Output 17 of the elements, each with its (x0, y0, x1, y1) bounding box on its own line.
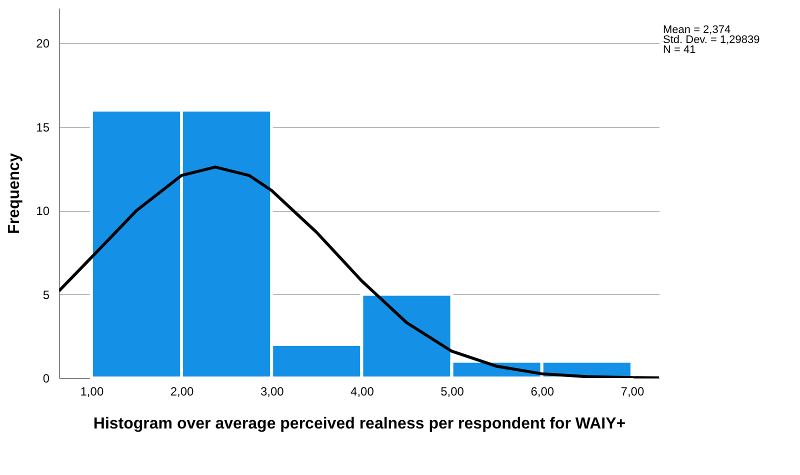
x-tick-label: 6,00 (530, 384, 554, 398)
x-tick-label: 2,00 (170, 384, 194, 398)
y-tick-label: 15 (36, 120, 50, 134)
x-tick-label: 4,00 (350, 384, 374, 398)
y-tick-label: 20 (36, 36, 50, 51)
text: Mean = 2,374 (663, 24, 731, 36)
y-tick-label: 10 (36, 204, 50, 218)
x-tick-label: 1,00 (80, 384, 104, 398)
text: N = 41 (663, 44, 696, 56)
y-tick-label: 0 (42, 372, 50, 386)
y-axis-title: Frequency (6, 152, 24, 234)
y-tick-label: 5 (42, 288, 50, 302)
x-tick-label: 3,00 (260, 384, 284, 398)
x-axis-title: Histogram over average perceived realness per respondent for WAIY+ (93, 416, 626, 432)
text: Std. Dev. = 1,29839 (663, 34, 760, 46)
x-tick-label: 5,00 (440, 384, 464, 398)
x-tick-label: 7,00 (620, 384, 644, 398)
